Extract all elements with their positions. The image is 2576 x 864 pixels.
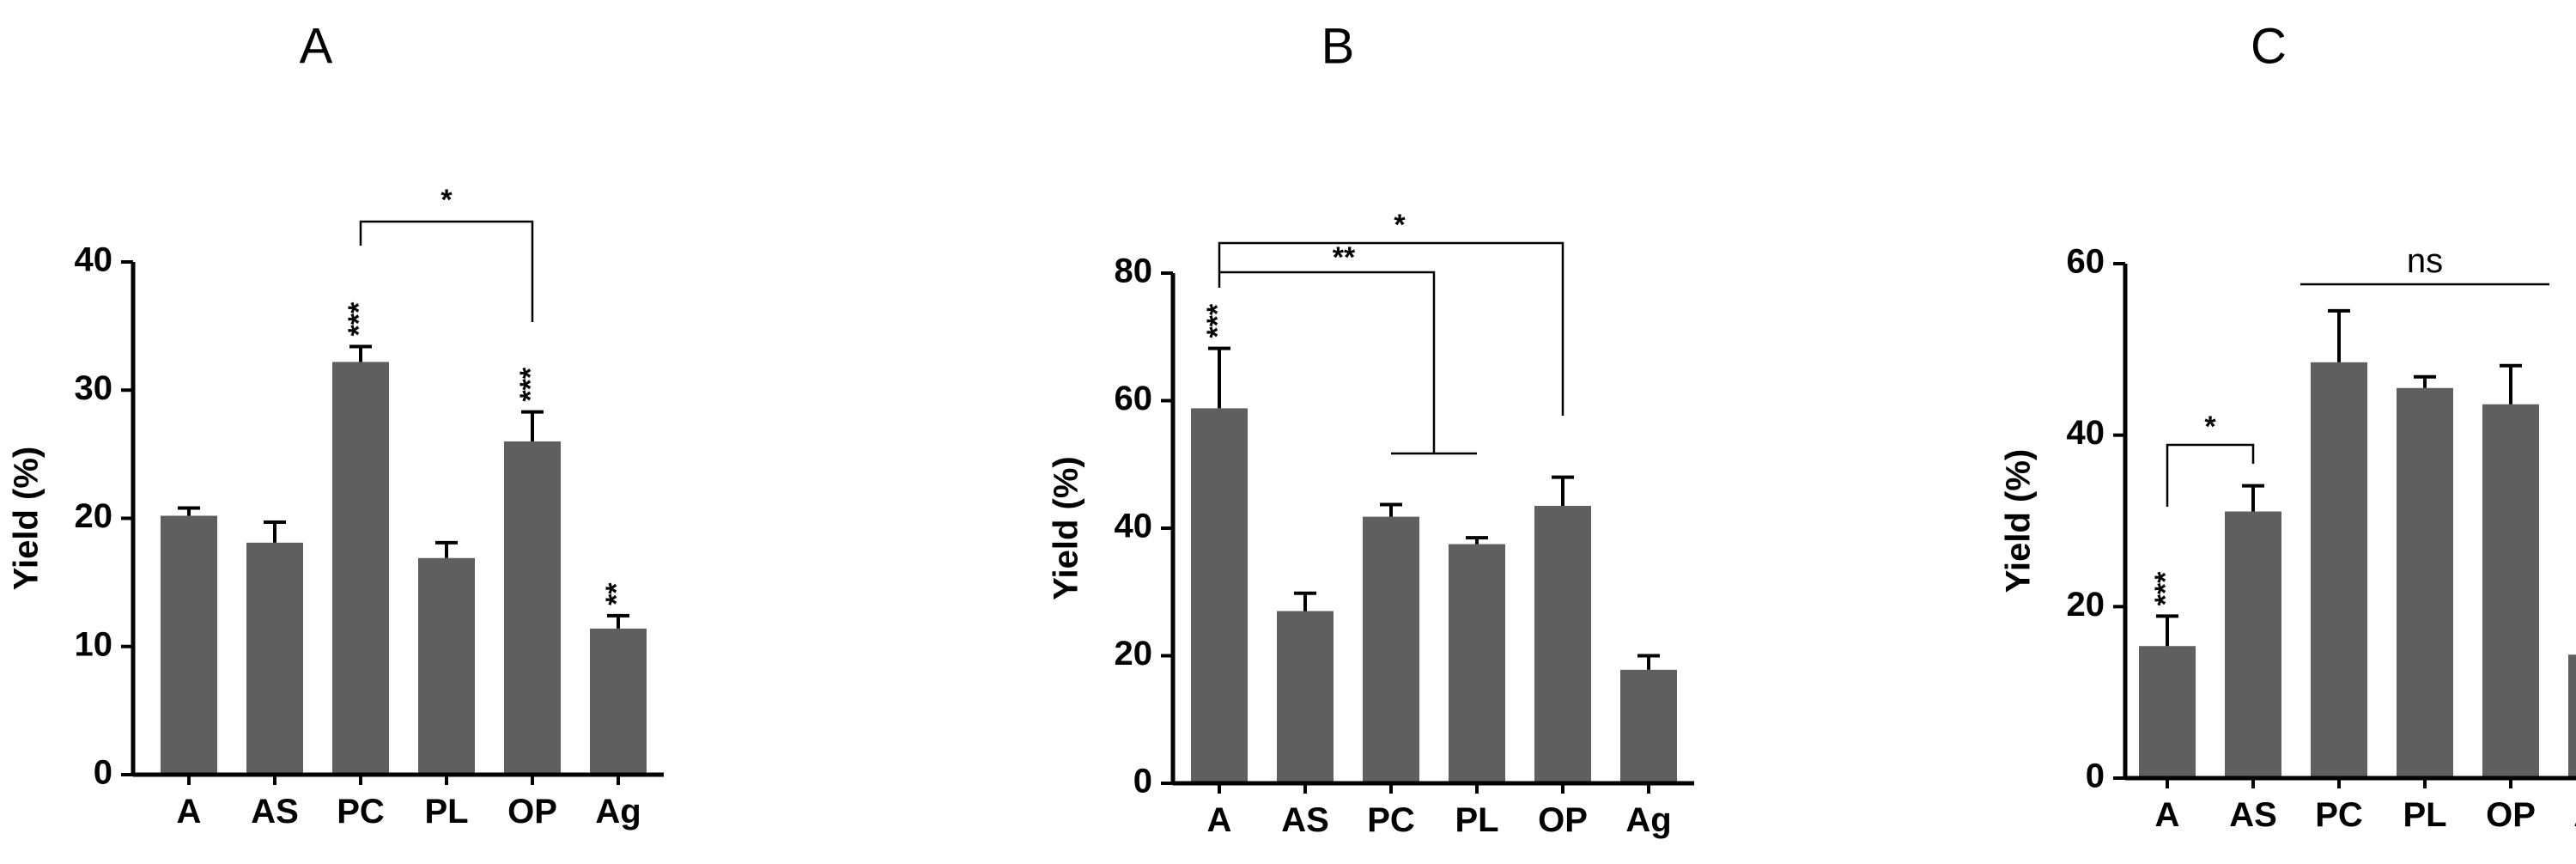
panel-label: A [300, 18, 333, 74]
x-tick-label: Ag [1625, 801, 1671, 839]
x-tick-label: PL [424, 793, 468, 831]
bar-pl [418, 557, 475, 775]
bar-significance: ** [600, 582, 633, 605]
bar-a [2139, 646, 2196, 778]
y-tick-label: 20 [1115, 635, 1153, 672]
bar-as [246, 542, 303, 775]
y-tick-label: 20 [75, 497, 113, 535]
bar-significance: *** [1201, 303, 1234, 338]
ns-label: ns [2407, 242, 2443, 280]
y-tick-label: 0 [1133, 763, 1152, 800]
bar-as [1277, 611, 1334, 783]
bar-as [2225, 511, 2281, 778]
x-tick-label: A [1207, 801, 1232, 839]
bar-significance: *** [514, 367, 547, 401]
bar-a [1191, 408, 1248, 783]
bracket-label: * [2204, 411, 2216, 443]
y-tick-label: 10 [75, 625, 113, 663]
bar-pl [1449, 544, 1505, 783]
y-tick-label: 30 [75, 369, 113, 407]
x-tick-label: Ag [2573, 796, 2576, 834]
y-axis-label: Yield (%) [1048, 456, 1085, 599]
bar-op [2482, 404, 2539, 778]
bracket-label: ** [1333, 241, 1356, 274]
y-tick-label: 0 [2086, 758, 2105, 795]
x-tick-label: PC [2315, 796, 2363, 834]
bar-op [504, 441, 561, 775]
bar-pc [2311, 362, 2367, 778]
y-axis-label: Yield (%) [8, 447, 46, 590]
bar-significance: *** [2149, 571, 2182, 605]
panel-label: C [2251, 18, 2287, 74]
x-tick-label: PC [337, 793, 385, 831]
x-tick-label: AS [1281, 801, 1329, 839]
x-tick-label: PC [1367, 801, 1415, 839]
x-tick-label: AS [251, 793, 299, 831]
significance-bracket [359, 220, 534, 322]
bar-ag [590, 628, 647, 775]
x-tick-label: AS [2229, 796, 2277, 834]
bracket-label: * [440, 184, 453, 216]
x-tick-label: A [177, 793, 202, 831]
x-tick-label: Ag [595, 793, 641, 831]
bar-ag [1620, 669, 1677, 783]
y-tick-label: 0 [94, 754, 112, 792]
panel-label: B [1321, 18, 1355, 74]
bar-pl [2397, 387, 2453, 778]
bar-pc [332, 362, 389, 775]
bracket-label: * [1394, 209, 1406, 241]
significance-bracket [1218, 241, 1564, 416]
bar-a [161, 515, 217, 775]
x-tick-label: OP [2486, 796, 2536, 834]
y-tick-label: 60 [1115, 380, 1153, 417]
bar-significance: *** [343, 301, 375, 336]
y-tick-label: 60 [2067, 243, 2105, 281]
y-tick-label: 80 [1115, 253, 1153, 290]
significance-bracket [1218, 271, 1436, 453]
panel-a-chart: A A AS *** PC PL *** OP ** Ag 0 10 20 30 40 Yield (%) * [8, 18, 664, 831]
x-tick-label: OP [507, 793, 557, 831]
y-tick-label: 40 [75, 241, 113, 279]
significance-bracket [2166, 443, 2255, 507]
x-tick-label: PL [2403, 796, 2446, 834]
bar-pc [1363, 516, 1419, 783]
bar-op [1534, 506, 1591, 783]
y-axis-label: Yield (%) [2000, 449, 2038, 593]
x-tick-label: A [2155, 796, 2180, 834]
y-tick-label: 40 [2067, 414, 2105, 452]
bar-ag [2568, 654, 2576, 778]
x-tick-label: OP [1538, 801, 1588, 839]
y-tick-label: 20 [2067, 586, 2105, 624]
x-tick-label: PL [1455, 801, 1498, 839]
y-tick-label: 40 [1115, 508, 1153, 545]
